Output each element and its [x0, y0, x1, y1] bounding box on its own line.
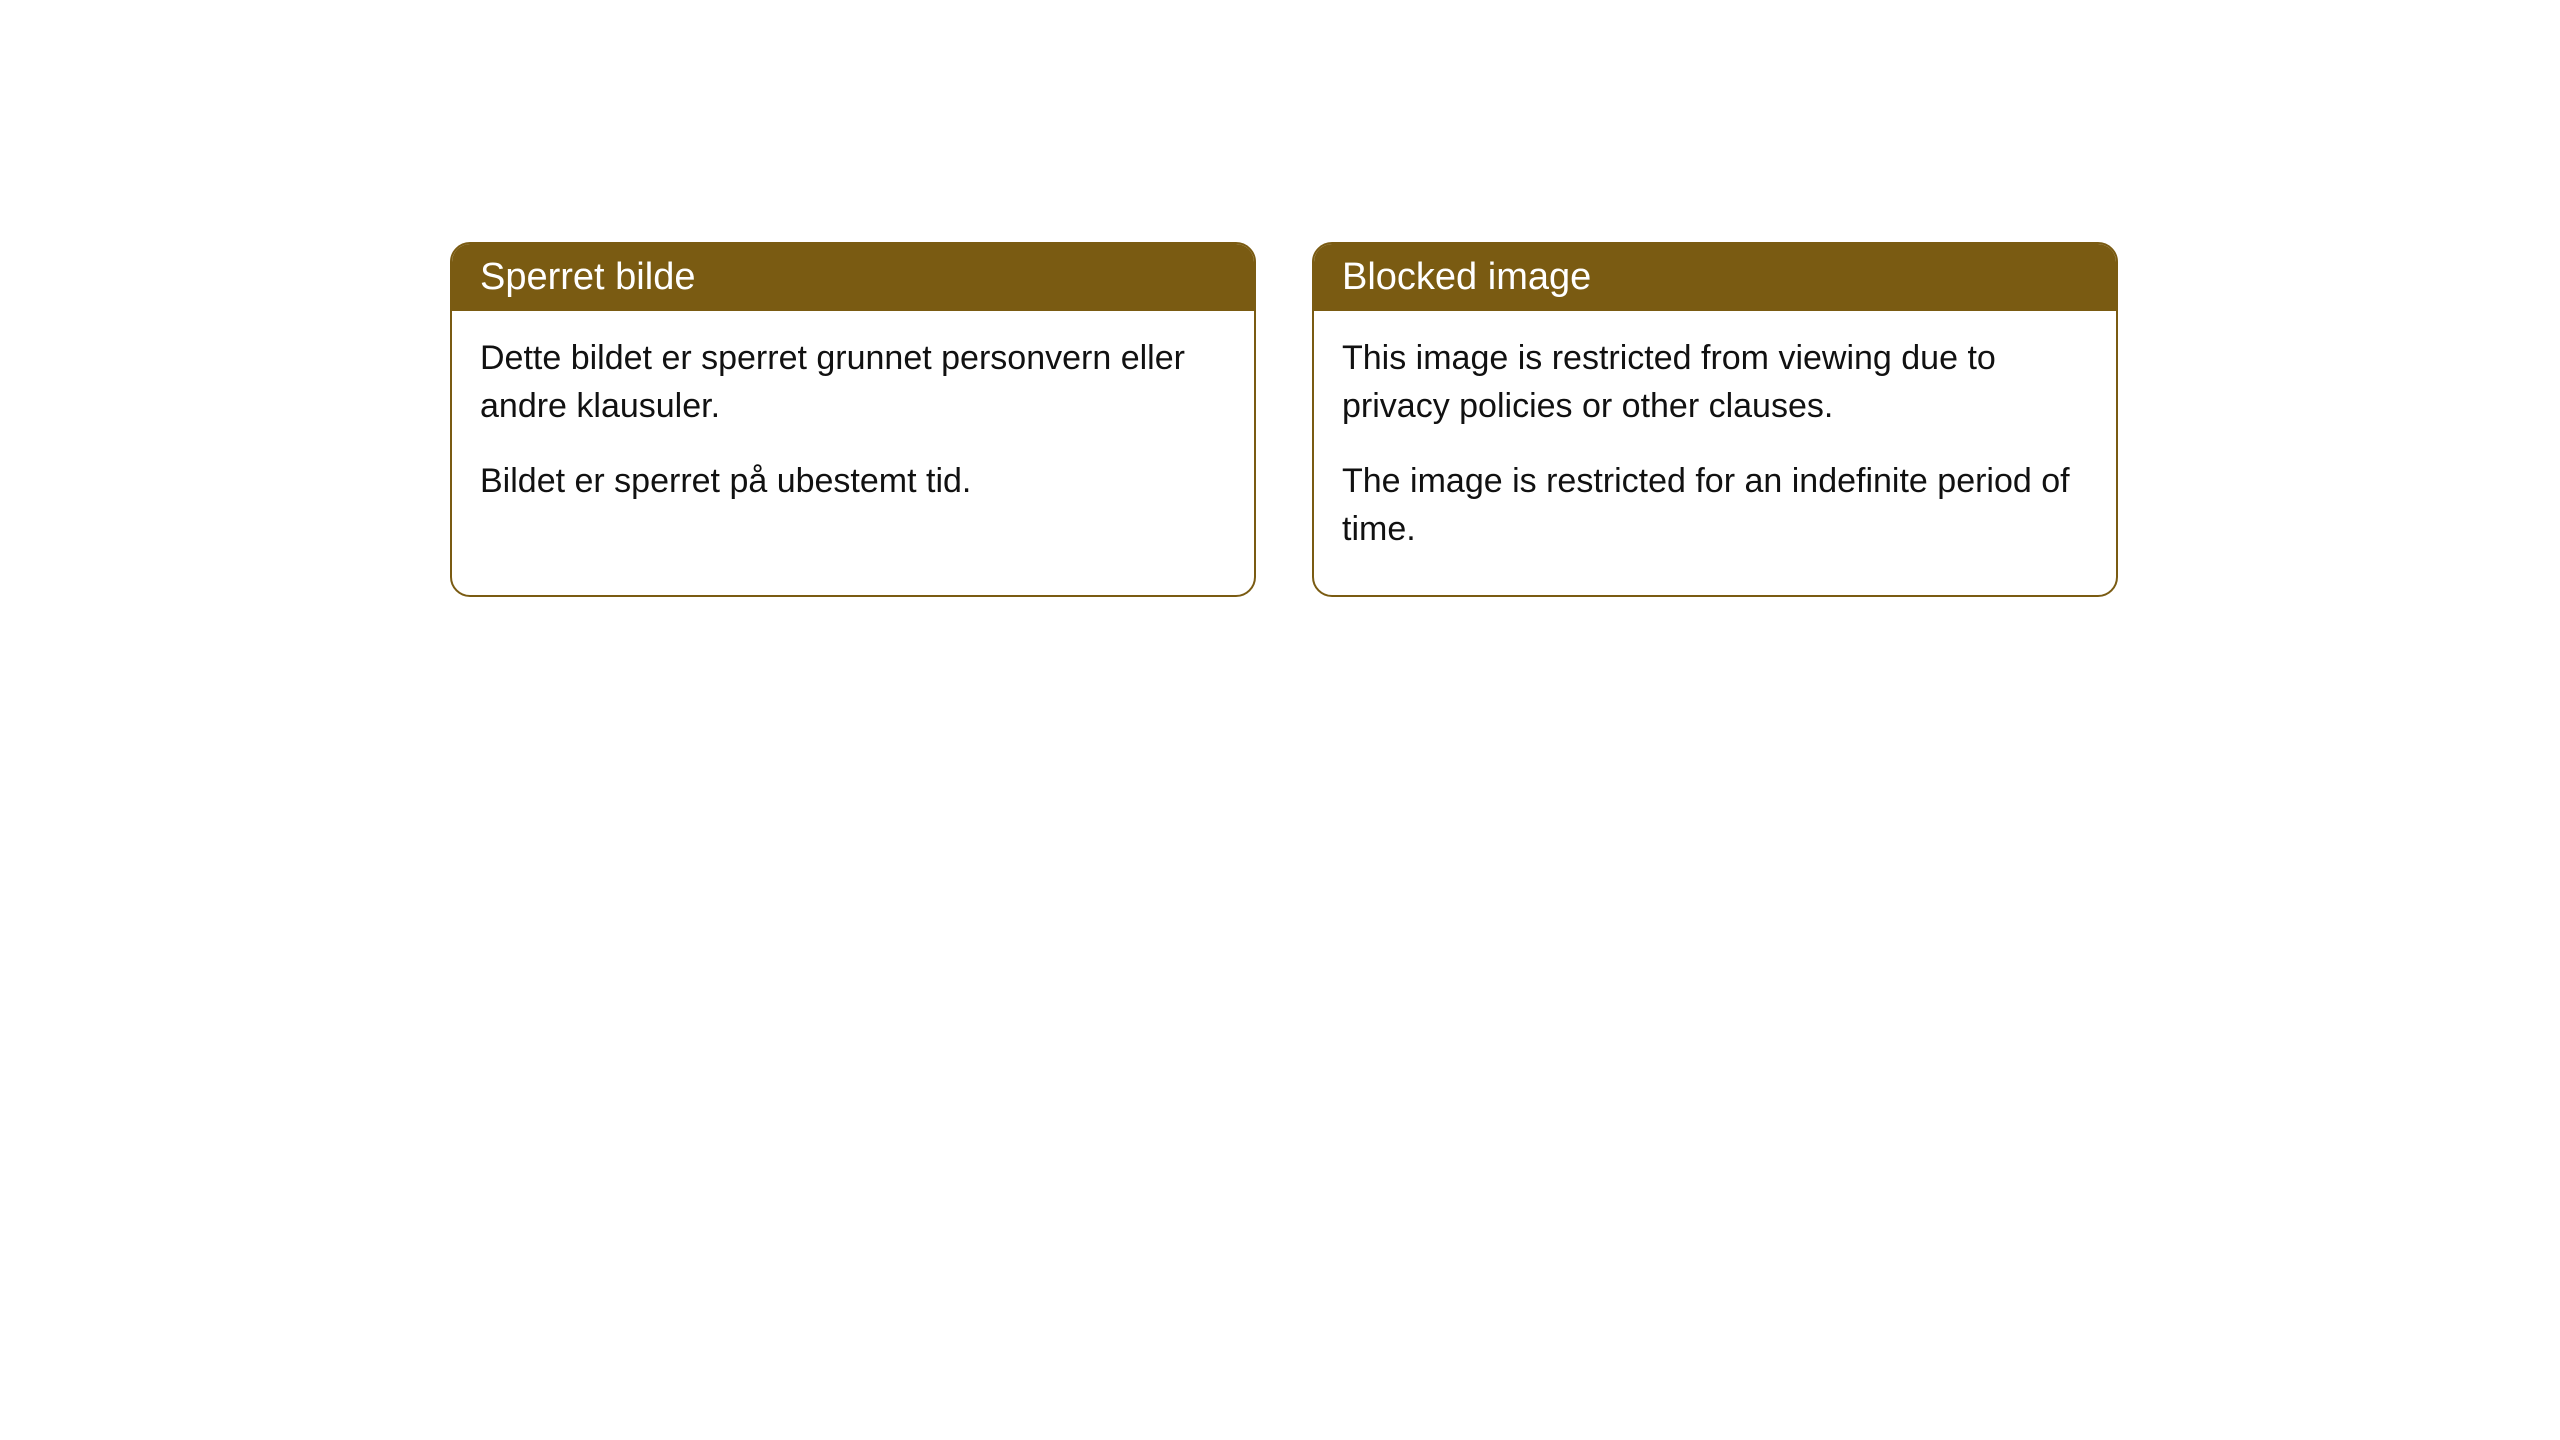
card-text-english-2: The image is restricted for an indefinit…	[1342, 458, 2088, 553]
card-title-norwegian: Sperret bilde	[480, 256, 695, 298]
card-text-norwegian-2: Bildet er sperret på ubestemt tid.	[480, 458, 1226, 506]
card-body-english: This image is restricted from viewing du…	[1314, 311, 2116, 595]
card-text-english-1: This image is restricted from viewing du…	[1342, 335, 2088, 430]
card-header-norwegian: Sperret bilde	[452, 244, 1254, 311]
card-title-english: Blocked image	[1342, 256, 1591, 298]
card-text-norwegian-1: Dette bildet er sperret grunnet personve…	[480, 335, 1226, 430]
blocked-image-card-norwegian: Sperret bilde Dette bildet er sperret gr…	[450, 242, 1256, 597]
blocked-image-card-english: Blocked image This image is restricted f…	[1312, 242, 2118, 597]
card-header-english: Blocked image	[1314, 244, 2116, 311]
card-body-norwegian: Dette bildet er sperret grunnet personve…	[452, 311, 1254, 548]
cards-container: Sperret bilde Dette bildet er sperret gr…	[0, 0, 2560, 597]
